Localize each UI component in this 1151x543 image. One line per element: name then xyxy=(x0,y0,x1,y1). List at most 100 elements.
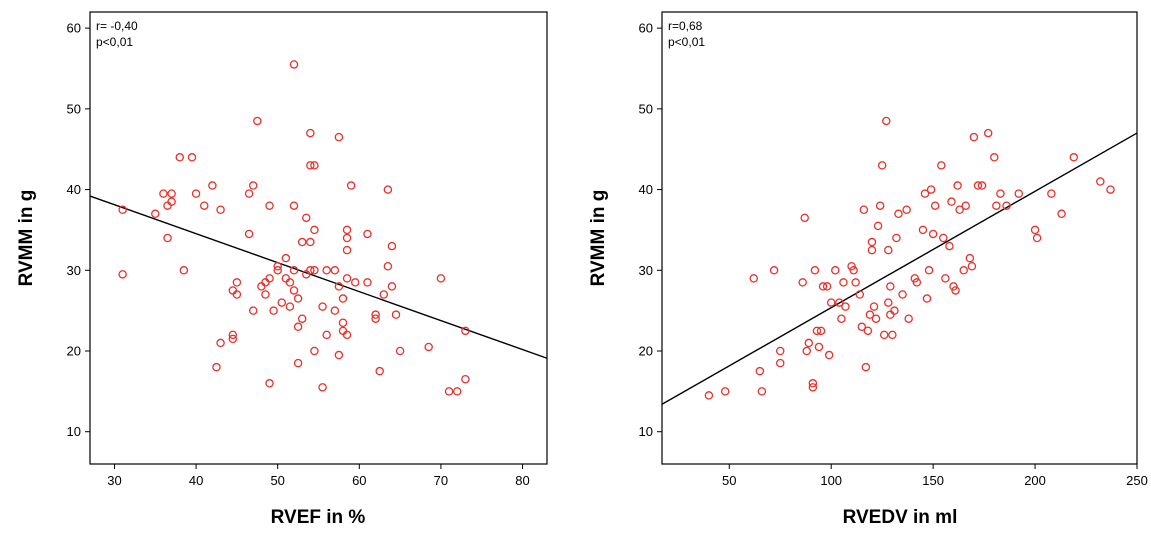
data-point xyxy=(253,116,262,126)
data-point xyxy=(208,181,217,190)
data-point xyxy=(383,261,393,271)
data-point xyxy=(941,274,950,283)
data-point xyxy=(704,391,714,400)
data-point xyxy=(444,387,454,396)
data-point xyxy=(244,189,254,198)
data-point xyxy=(334,350,344,360)
y-tick-label: 20 xyxy=(67,344,81,359)
data-point xyxy=(910,274,920,283)
data-point xyxy=(342,233,352,243)
x-tick-label: 50 xyxy=(722,473,736,488)
data-point xyxy=(967,261,977,271)
data-point xyxy=(281,274,291,283)
data-point xyxy=(310,161,319,170)
data-point xyxy=(881,116,891,126)
data-points xyxy=(118,60,470,396)
data-point xyxy=(865,310,875,319)
data-point xyxy=(875,201,885,210)
data-point xyxy=(969,132,979,142)
data-point xyxy=(884,245,893,255)
data-point xyxy=(461,374,470,384)
data-point xyxy=(867,237,877,247)
data-point xyxy=(886,310,895,319)
data-point xyxy=(265,201,274,210)
data-point xyxy=(289,286,299,295)
y-tick-label: 30 xyxy=(639,263,653,278)
data-point xyxy=(310,266,319,275)
y-tick-label: 20 xyxy=(639,344,653,359)
data-point xyxy=(212,362,221,372)
data-point xyxy=(293,322,303,332)
data-point xyxy=(1047,189,1056,198)
data-point xyxy=(302,213,311,223)
data-point xyxy=(285,278,295,287)
data-point xyxy=(812,326,822,336)
regression-line xyxy=(89,195,548,359)
data-point xyxy=(890,306,899,315)
data-point xyxy=(383,185,393,194)
data-point xyxy=(757,387,767,396)
y-tick-label: 40 xyxy=(639,182,653,197)
data-point xyxy=(847,261,856,271)
data-point xyxy=(826,298,836,307)
data-point xyxy=(922,294,932,303)
data-point xyxy=(800,213,809,223)
data-point xyxy=(849,266,858,275)
data-point xyxy=(306,266,315,275)
data-point xyxy=(720,387,730,396)
data-point xyxy=(1057,209,1066,219)
data-point xyxy=(436,274,446,283)
data-point xyxy=(257,282,266,291)
data-point xyxy=(244,229,254,239)
data-point xyxy=(199,201,209,210)
data-point xyxy=(1014,189,1024,198)
data-point xyxy=(318,302,327,311)
y-tick-label: 10 xyxy=(67,424,81,439)
data-point xyxy=(775,346,785,356)
y-tick-label: 50 xyxy=(639,101,653,116)
data-point xyxy=(338,318,348,327)
x-ticks: 30 40 50 60 70 80 xyxy=(107,464,530,488)
data-point xyxy=(939,233,948,243)
y-ticks: 10 20 30 40 50 60 xyxy=(67,21,90,439)
data-point xyxy=(371,310,380,319)
data-points xyxy=(704,116,1115,400)
data-point xyxy=(269,306,278,315)
scatter-panel-rvef: 10 20 30 40 50 60 30 40 50 60 70 80 r= -0,40 p<0,0… xyxy=(16,11,548,528)
data-point xyxy=(983,128,993,138)
data-point xyxy=(863,326,873,336)
y-tick-label: 30 xyxy=(67,263,81,278)
data-point xyxy=(232,278,242,287)
data-point xyxy=(1069,153,1079,162)
data-point xyxy=(953,181,962,190)
data-point xyxy=(334,282,344,291)
data-point xyxy=(831,266,840,275)
data-point xyxy=(191,189,201,198)
data-point xyxy=(277,298,287,307)
y-tick-label: 60 xyxy=(639,21,653,36)
data-point xyxy=(1002,201,1011,210)
data-point xyxy=(159,189,168,198)
data-point xyxy=(281,253,291,263)
correlation-label: r=0,68 xyxy=(668,19,703,33)
data-point xyxy=(306,128,315,138)
data-point xyxy=(977,181,987,190)
data-point xyxy=(265,274,274,283)
data-point xyxy=(297,314,307,323)
data-point xyxy=(837,314,846,323)
data-point xyxy=(926,185,936,194)
data-point xyxy=(310,346,319,356)
data-point xyxy=(289,60,299,69)
y-tick-label: 50 xyxy=(67,101,81,116)
data-point xyxy=(330,266,340,275)
data-point xyxy=(342,245,352,255)
data-point xyxy=(755,366,765,376)
x-tick-label: 80 xyxy=(515,473,529,488)
x-tick-label: 60 xyxy=(352,473,366,488)
data-point xyxy=(179,266,189,275)
data-point xyxy=(118,270,127,279)
data-point xyxy=(346,181,356,190)
data-point xyxy=(808,383,818,392)
x-tick-label: 70 xyxy=(434,473,448,488)
